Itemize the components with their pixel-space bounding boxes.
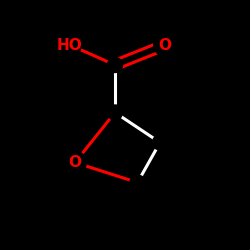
Text: HO: HO: [57, 38, 83, 52]
Text: O: O: [68, 155, 82, 170]
Circle shape: [64, 151, 86, 174]
Circle shape: [108, 105, 122, 120]
Circle shape: [152, 135, 168, 150]
Circle shape: [108, 58, 122, 72]
Circle shape: [59, 34, 81, 56]
Circle shape: [154, 34, 176, 56]
Text: O: O: [158, 38, 172, 52]
Circle shape: [130, 175, 145, 190]
